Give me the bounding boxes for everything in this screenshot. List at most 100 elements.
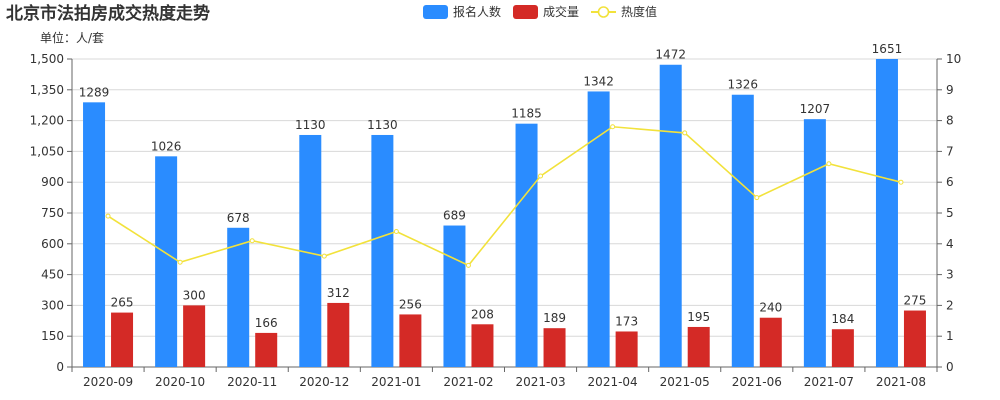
axes: 0 150 300 450 600 750 900 1,050 1,200 1,350 1,500 0… [30,52,962,389]
y-right-tick-label: 8 [946,114,954,128]
bar-applicants [803,119,826,368]
heat-point [682,130,688,136]
bar-deals [183,305,206,367]
bar-deals [399,314,422,367]
y-right-tick-label: 10 [946,52,961,66]
y-right-tick-label: 4 [946,237,954,251]
data-label: 1185 [511,107,542,121]
data-label: 1342 [583,74,614,88]
legend-swatch [513,5,538,19]
y-right-tick-label: 9 [946,83,954,97]
y-left-tick-label: 1,050 [30,144,64,158]
y-right-tick-label: 7 [946,144,954,158]
y-right-tick-label: 1 [946,329,954,343]
x-tick-label: 2021-05 [660,375,710,389]
data-label: 208 [471,307,494,321]
data-label: 240 [759,301,782,315]
legend-label: 热度值 [621,4,657,19]
data-label: 1326 [728,78,759,92]
x-tick-label: 2021-08 [876,375,926,389]
data-label: 1130 [367,118,398,132]
heat-point [465,262,471,268]
y-right-tick-label: 3 [946,268,954,282]
y-left-tick-label: 1,200 [30,114,64,128]
heat-line [105,124,904,268]
data-label: 256 [399,297,422,311]
legend-circle-icon [597,6,610,18]
legend-item[interactable]: 成交量 [513,4,579,19]
legend-label: 报名人数 [453,4,501,19]
bar-applicants [371,134,394,367]
data-labels: 1289 1026 678 1130 1130 689 1185 1342 1472 1326 12… [79,42,927,330]
data-label: 189 [543,311,566,325]
bar-applicants [155,156,178,367]
y-right-tick-label: 0 [946,360,954,374]
data-label: 1289 [79,85,110,99]
data-label: 166 [255,316,278,330]
heat-point [754,195,760,201]
x-tick-label: 2021-03 [515,375,565,389]
bar-deals [111,312,134,367]
data-label: 1472 [655,48,686,62]
heat-point [538,173,544,179]
y-right-tick-label: 2 [946,298,954,312]
x-tick-label: 2020-10 [155,375,205,389]
y-left-tick-label: 600 [41,237,64,251]
data-label: 312 [327,286,350,300]
heat-point [249,238,255,244]
heat-point [826,161,832,167]
bar-applicants [875,59,898,367]
y-left-tick-label: 450 [41,268,64,282]
heat-point [610,124,616,130]
x-tick-label: 2021-07 [804,375,854,389]
legend[interactable]: 报名人数 成交量 热度值 [423,4,657,19]
grid [72,58,937,337]
chart-title: 北京市法拍房成交热度走势 [6,3,210,24]
data-label: 1026 [151,139,182,153]
x-tick-label: 2021-04 [588,375,638,389]
x-tick-label: 2020-09 [83,375,133,389]
bar-deals [759,317,782,367]
bar-deals [831,329,854,367]
heat-point [898,179,904,185]
bar-applicants [587,91,610,368]
bar-applicants [227,227,250,367]
y-left-tick-label: 0 [56,360,64,374]
heat-point [177,259,183,265]
data-label: 173 [615,314,638,328]
heat-point [105,213,111,219]
bar-applicants [731,94,754,367]
data-label: 1651 [872,42,903,56]
x-tick-label: 2020-11 [227,375,277,389]
x-tick-label: 2021-02 [443,375,493,389]
x-tick-label: 2021-06 [732,375,782,389]
legend-label: 成交量 [543,4,579,19]
bar-deals [471,324,494,367]
y-left-tick-label: 900 [41,175,64,189]
data-label: 1207 [800,102,831,116]
unit-label: 单位：人/套 [40,30,104,45]
bar-deals [327,302,350,367]
data-label: 1130 [295,118,326,132]
data-label: 275 [904,294,927,308]
data-label: 689 [443,209,466,223]
bar-deals [543,328,566,367]
legend-swatch [423,5,448,19]
legend-item[interactable]: 热度值 [591,4,657,19]
y-left-tick-label: 150 [41,329,64,343]
heat-point [321,253,327,259]
y-left-tick-label: 1,350 [30,83,64,97]
y-right-tick-label: 5 [946,206,954,220]
x-tick-label: 2020-12 [299,375,349,389]
data-label: 300 [183,288,206,302]
legend-item[interactable]: 报名人数 [423,4,501,19]
bar-applicants [515,123,538,368]
bar-applicants [299,134,322,367]
y-right-tick-label: 6 [946,175,954,189]
data-label: 195 [687,310,710,324]
data-label: 265 [111,296,134,310]
heat-line-path [107,125,902,267]
y-left-tick-label: 300 [41,298,64,312]
bar-deals [687,326,710,367]
